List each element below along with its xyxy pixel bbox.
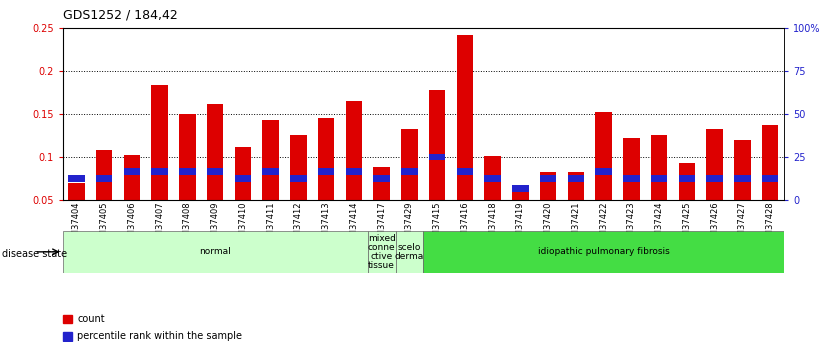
Bar bbox=[151, 168, 168, 175]
Bar bbox=[567, 171, 584, 200]
Bar bbox=[595, 168, 612, 175]
Bar bbox=[179, 168, 196, 175]
Bar bbox=[429, 90, 445, 200]
Bar bbox=[623, 175, 640, 182]
Bar bbox=[429, 154, 445, 160]
Bar bbox=[179, 114, 196, 200]
Bar bbox=[68, 183, 85, 200]
Text: disease state: disease state bbox=[2, 249, 67, 258]
Bar bbox=[651, 175, 667, 182]
Bar bbox=[706, 128, 723, 200]
Bar bbox=[345, 101, 362, 200]
Text: count: count bbox=[78, 314, 105, 324]
Bar bbox=[290, 136, 307, 200]
Bar bbox=[318, 118, 334, 200]
Bar bbox=[456, 168, 473, 175]
Bar bbox=[96, 175, 113, 182]
Bar bbox=[706, 175, 723, 182]
Bar bbox=[234, 147, 251, 200]
Bar bbox=[512, 185, 529, 200]
Bar bbox=[734, 140, 751, 200]
Bar bbox=[123, 168, 140, 175]
Bar bbox=[595, 112, 612, 200]
Bar bbox=[679, 175, 696, 182]
Bar bbox=[395, 231, 424, 273]
Bar bbox=[151, 85, 168, 200]
Bar bbox=[374, 175, 390, 182]
Bar bbox=[679, 163, 696, 200]
Text: normal: normal bbox=[199, 247, 231, 256]
Bar bbox=[263, 120, 279, 200]
Bar bbox=[485, 175, 501, 182]
Bar bbox=[512, 186, 529, 193]
Bar bbox=[68, 175, 85, 182]
Bar bbox=[623, 138, 640, 200]
Bar bbox=[540, 175, 556, 182]
Bar bbox=[423, 231, 784, 273]
Bar bbox=[761, 175, 778, 182]
Text: percentile rank within the sample: percentile rank within the sample bbox=[78, 332, 243, 341]
Bar bbox=[234, 175, 251, 182]
Bar bbox=[401, 168, 418, 175]
Bar bbox=[761, 125, 778, 200]
Bar bbox=[290, 175, 307, 182]
Bar bbox=[63, 231, 368, 273]
Bar bbox=[368, 231, 395, 273]
Bar bbox=[540, 171, 556, 200]
Text: mixed
conne
ctive
tissue: mixed conne ctive tissue bbox=[368, 234, 395, 270]
Bar bbox=[318, 168, 334, 175]
Bar bbox=[96, 150, 113, 200]
Bar bbox=[374, 167, 390, 200]
Bar bbox=[345, 168, 362, 175]
Text: GDS1252 / 184,42: GDS1252 / 184,42 bbox=[63, 9, 178, 22]
Text: idiopathic pulmonary fibrosis: idiopathic pulmonary fibrosis bbox=[538, 247, 670, 256]
Bar bbox=[651, 136, 667, 200]
Bar bbox=[207, 104, 224, 200]
Bar bbox=[567, 175, 584, 182]
Bar bbox=[63, 332, 73, 341]
Bar bbox=[456, 36, 473, 200]
Bar bbox=[401, 128, 418, 200]
Bar bbox=[123, 155, 140, 200]
Bar bbox=[263, 168, 279, 175]
Bar bbox=[734, 175, 751, 182]
Bar bbox=[485, 156, 501, 200]
Text: scelo
derma: scelo derma bbox=[394, 243, 424, 261]
Bar bbox=[63, 315, 73, 323]
Bar bbox=[207, 168, 224, 175]
